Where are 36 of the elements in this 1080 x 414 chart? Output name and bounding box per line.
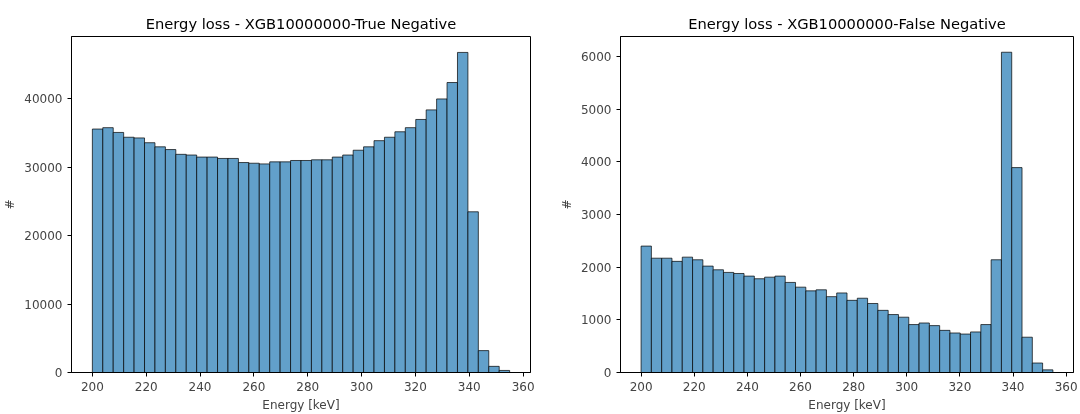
x-axis-title: Energy [keV] — [262, 397, 340, 412]
y-tick-label: 5000 — [580, 102, 612, 117]
y-tick-label: 2000 — [580, 260, 612, 275]
x-tick-label: 240 — [735, 379, 759, 394]
y-tick-label: 0 — [603, 366, 612, 380]
y-tick-label: 0 — [54, 366, 63, 380]
x-tick-label: 280 — [842, 379, 866, 394]
y-tick-label: 10000 — [24, 297, 63, 312]
x-tick-label: 220 — [682, 379, 706, 394]
y-axis-title: # — [3, 199, 18, 210]
x-tick-label: 240 — [188, 379, 212, 394]
x-tick-label: 340 — [457, 379, 481, 394]
y-tick-label: 1000 — [580, 313, 612, 328]
x-axis-title: Energy [keV] — [808, 397, 886, 412]
x-tick-label: 300 — [895, 379, 919, 394]
y-tick-label: 4000 — [580, 155, 612, 170]
x-tick-label: 200 — [629, 379, 653, 394]
x-tick-label: 280 — [296, 379, 320, 394]
x-tick-label: 320 — [948, 379, 972, 394]
x-tick-label: 360 — [1054, 379, 1078, 394]
x-tick-label: 320 — [403, 379, 427, 394]
x-tick-label: 360 — [511, 379, 535, 394]
y-tick-label: 3000 — [580, 207, 612, 222]
x-tick-label: 340 — [1001, 379, 1025, 394]
x-tick-label: 260 — [789, 379, 812, 394]
x-tick-label: 260 — [242, 379, 266, 394]
y-tick-label: 40000 — [24, 92, 63, 107]
y-tick-label: 30000 — [24, 160, 63, 175]
y-axis-title: # — [559, 199, 574, 210]
x-tick-label: 220 — [134, 379, 158, 394]
chart-title: Energy loss - XGB10000000-True Negative — [145, 14, 457, 32]
x-tick-label: 200 — [80, 379, 104, 394]
x-tick-label: 300 — [350, 379, 374, 394]
y-tick-label: 20000 — [24, 229, 63, 244]
y-tick-label: 6000 — [580, 49, 612, 64]
chart-title: Energy loss - XGB10000000-False Negative — [688, 14, 1006, 32]
